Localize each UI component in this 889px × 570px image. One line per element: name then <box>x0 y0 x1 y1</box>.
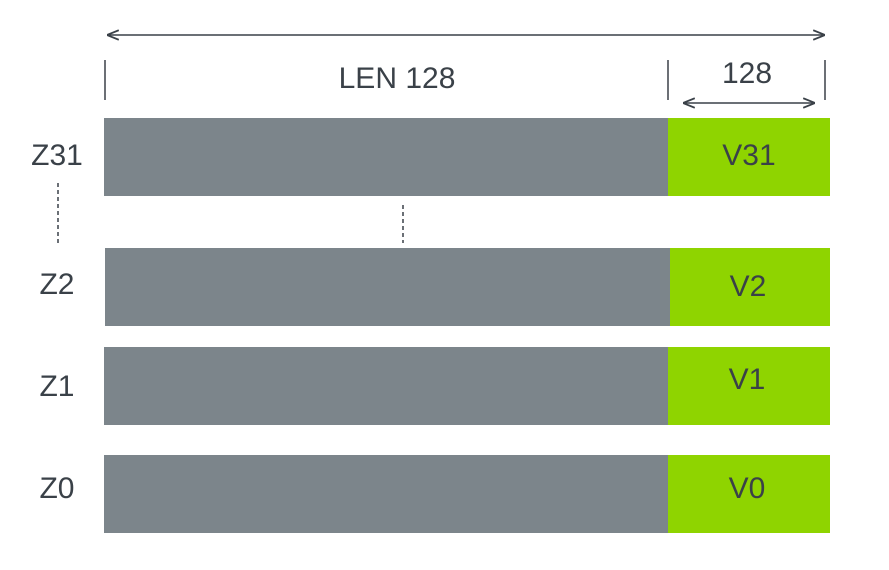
v-register <box>668 455 830 533</box>
v-label: V31 <box>722 139 775 172</box>
z-label: Z31 <box>31 139 83 172</box>
z-label: Z0 <box>39 472 74 505</box>
z-register <box>104 347 668 425</box>
v-label: V2 <box>730 270 767 303</box>
z-register <box>104 455 668 533</box>
len-label: LEN 128 <box>339 62 456 95</box>
z-label: Z2 <box>39 268 74 301</box>
z-register <box>105 248 670 326</box>
z-label: Z1 <box>39 370 74 403</box>
v-label: V0 <box>729 472 766 505</box>
v-register <box>670 248 830 326</box>
v-label: V1 <box>729 363 766 396</box>
vector-width-label: 128 <box>722 57 772 90</box>
v-register <box>668 118 830 196</box>
v-register <box>668 347 830 425</box>
z-register <box>104 118 668 196</box>
